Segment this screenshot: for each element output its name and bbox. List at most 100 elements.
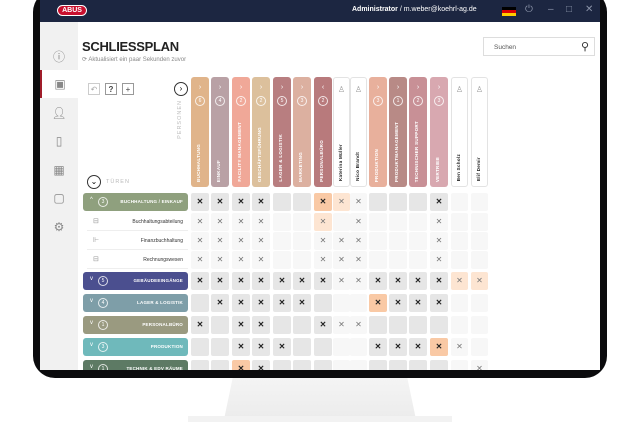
access-cell[interactable] <box>314 360 332 370</box>
access-cell[interactable] <box>451 294 468 312</box>
access-cell[interactable] <box>211 360 229 370</box>
access-cell[interactable] <box>369 232 387 250</box>
access-cell[interactable] <box>273 232 291 250</box>
access-cell[interactable]: ✕ <box>191 251 209 269</box>
door-group-row[interactable]: v 4 LAGER & LOGISTIK <box>83 294 188 312</box>
access-cell[interactable] <box>409 316 427 334</box>
access-cell[interactable]: ✕ <box>350 213 367 231</box>
calendar-icon[interactable]: ▦ <box>53 163 65 177</box>
access-cell[interactable] <box>430 316 448 334</box>
access-cell[interactable] <box>273 213 291 231</box>
column-header-group[interactable]: › 4 EINKAUF <box>211 77 229 187</box>
access-cell[interactable] <box>333 213 350 231</box>
chevron-icon[interactable]: › <box>239 84 243 91</box>
access-cell[interactable]: ✕ <box>252 316 270 334</box>
access-cell[interactable]: ✕ <box>451 338 468 356</box>
chevron-icon[interactable]: › <box>396 84 400 91</box>
chevron-icon[interactable]: v <box>90 342 93 348</box>
access-cell[interactable]: ✕ <box>369 272 387 290</box>
undo-button[interactable]: ↶ <box>88 83 100 95</box>
access-cell[interactable]: ✕ <box>333 272 350 290</box>
access-cell[interactable] <box>409 251 427 269</box>
access-cell[interactable] <box>293 316 311 334</box>
column-header-group[interactable]: › 3 VERTRIEB <box>430 77 448 187</box>
door-row[interactable]: ⊟ Buchhaltungsabteilung <box>87 213 188 231</box>
access-cell[interactable]: ✕ <box>211 213 229 231</box>
door-row[interactable]: ⊟ Rechnungswesen <box>87 251 188 269</box>
access-cell[interactable]: ✕ <box>389 294 407 312</box>
access-cell[interactable]: ✕ <box>430 272 448 290</box>
info-icon[interactable]: ⓘ <box>52 49 65 64</box>
tablet-icon[interactable]: ▢ <box>53 191 65 205</box>
access-cell[interactable] <box>451 316 468 334</box>
access-cell[interactable] <box>314 338 332 356</box>
access-cell[interactable]: ✕ <box>293 272 311 290</box>
chevron-icon[interactable]: ^ <box>90 197 93 203</box>
access-cell[interactable] <box>273 193 291 211</box>
access-cell[interactable] <box>389 360 407 370</box>
lock-plan-icon[interactable]: ▣ <box>40 70 78 98</box>
access-cell[interactable]: ✕ <box>252 213 270 231</box>
access-cell[interactable] <box>191 294 209 312</box>
access-cell[interactable]: ✕ <box>350 232 367 250</box>
access-cell[interactable]: ✕ <box>389 338 407 356</box>
chevron-icon[interactable]: › <box>437 84 441 91</box>
access-cell[interactable]: ✕ <box>430 294 448 312</box>
access-cell[interactable] <box>389 213 407 231</box>
column-header-person[interactable]: ♙ Katerina Müller <box>333 77 350 187</box>
access-cell[interactable]: ✕ <box>211 232 229 250</box>
access-cell[interactable]: ✕ <box>389 272 407 290</box>
access-cell[interactable] <box>389 193 407 211</box>
access-cell[interactable] <box>191 360 209 370</box>
column-header-group[interactable]: › 2 TECHNISCHER SUPPORT <box>409 77 427 187</box>
access-cell[interactable] <box>293 251 311 269</box>
access-cell[interactable] <box>369 316 387 334</box>
chevron-icon[interactable]: › <box>416 84 420 91</box>
access-cell[interactable] <box>369 193 387 211</box>
access-cell[interactable]: ✕ <box>252 338 270 356</box>
user-icon[interactable]: 👤︎ <box>51 106 67 120</box>
chevron-icon[interactable]: › <box>218 84 222 91</box>
access-cell[interactable]: ✕ <box>191 272 209 290</box>
access-cell[interactable]: ✕ <box>273 294 291 312</box>
access-cell[interactable] <box>389 232 407 250</box>
german-flag-icon[interactable] <box>502 7 516 16</box>
access-cell[interactable]: ✕ <box>232 251 250 269</box>
access-cell[interactable] <box>293 193 311 211</box>
access-cell[interactable] <box>350 360 367 370</box>
access-cell[interactable]: ✕ <box>350 193 367 211</box>
access-cell[interactable]: ✕ <box>314 213 332 231</box>
access-cell[interactable]: ✕ <box>451 272 468 290</box>
expand-persons-button[interactable]: › <box>174 82 188 96</box>
access-cell[interactable] <box>273 316 291 334</box>
column-header-group[interactable]: › 3 MARKETING <box>293 77 311 187</box>
access-cell[interactable]: ✕ <box>211 193 229 211</box>
access-cell[interactable]: ✕ <box>252 272 270 290</box>
access-cell[interactable] <box>211 316 229 334</box>
column-header-group[interactable]: ‹ 2 PERSONALBÜRO <box>314 77 332 187</box>
access-cell[interactable]: ✕ <box>232 294 250 312</box>
access-cell[interactable]: ✕ <box>471 272 488 290</box>
access-cell[interactable]: ✕ <box>252 294 270 312</box>
access-cell[interactable]: ✕ <box>430 338 448 356</box>
door-group-row[interactable]: v 1 TECHNIK & EDV RÄUME <box>83 360 188 370</box>
chevron-icon[interactable]: › <box>259 84 263 91</box>
access-cell[interactable]: ✕ <box>211 294 229 312</box>
access-cell[interactable] <box>471 232 488 250</box>
access-cell[interactable]: ✕ <box>232 232 250 250</box>
help-button[interactable]: ? <box>105 83 117 95</box>
chevron-icon[interactable]: › <box>300 84 304 91</box>
access-cell[interactable]: ✕ <box>350 272 367 290</box>
access-cell[interactable]: ✕ <box>333 316 350 334</box>
access-cell[interactable] <box>273 360 291 370</box>
column-header-group[interactable]: › 5 LAGER & LOGISTIK <box>273 77 291 187</box>
access-cell[interactable]: ✕ <box>232 338 250 356</box>
access-cell[interactable]: ✕ <box>314 251 332 269</box>
access-cell[interactable]: ✕ <box>430 232 448 250</box>
access-cell[interactable]: ✕ <box>409 294 427 312</box>
access-cell[interactable] <box>471 294 488 312</box>
chevron-icon[interactable]: v <box>90 276 93 282</box>
access-cell[interactable]: ✕ <box>350 251 367 269</box>
minimize-icon[interactable]: – <box>548 4 554 15</box>
access-cell[interactable]: ✕ <box>430 251 448 269</box>
